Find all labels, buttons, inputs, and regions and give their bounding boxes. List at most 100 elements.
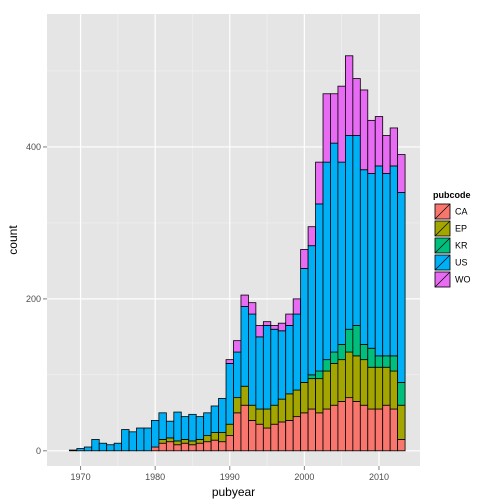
- bar-segment-us: [151, 420, 160, 448]
- bar-segment-ep: [397, 404, 406, 440]
- bar-segment-us: [188, 413, 197, 442]
- bar-segment-ca: [262, 427, 272, 452]
- bar-segment-kr: [330, 351, 339, 364]
- bar-segment-wo: [374, 116, 384, 167]
- bar-segment-us: [277, 330, 287, 400]
- bar-segment-us: [210, 405, 219, 433]
- bar-segment-ep: [240, 385, 249, 406]
- bar-segment-ep: [352, 355, 361, 402]
- bar-segment-ep: [330, 363, 339, 406]
- bar-segment-ca: [233, 412, 242, 452]
- legend-swatch-stroke: [434, 237, 451, 254]
- bar-segment-ca: [292, 416, 302, 452]
- bar-segment-kr: [307, 374, 316, 380]
- legend-swatch-stroke: [434, 254, 451, 271]
- x-tick-label: 1970: [71, 472, 91, 482]
- bar-segment-wo: [255, 325, 264, 338]
- bar-segment-wo: [277, 322, 287, 332]
- bar-segment-ep: [195, 439, 205, 444]
- bar-segment-ep: [374, 366, 384, 410]
- bar-segment-ca: [180, 442, 190, 452]
- bar-segment-ep: [180, 439, 190, 444]
- x-tick-label: 1990: [220, 472, 240, 482]
- bar-segment-wo: [300, 249, 309, 269]
- bar-segment-us: [106, 444, 115, 452]
- bar-segment-kr: [382, 355, 391, 368]
- bar-segment-us: [270, 328, 279, 406]
- legend-label-kr: KR: [455, 241, 468, 251]
- legend: pubcode CA EP KR US WO: [433, 190, 471, 289]
- bar-segment-wo: [344, 55, 354, 136]
- bar-segment-ca: [315, 412, 324, 452]
- bar-segment-ca: [352, 401, 361, 452]
- bar-segment-ca: [359, 404, 369, 452]
- bar-segment-us: [248, 313, 257, 406]
- bar-segment-us: [344, 135, 354, 330]
- bar-segment-ep: [389, 370, 399, 410]
- bar-segment-ca: [195, 442, 205, 452]
- bar-segment-us: [98, 442, 108, 452]
- bar-segment-ep: [210, 432, 219, 441]
- bar-segment-kr: [315, 370, 324, 380]
- bar-segment-kr: [337, 344, 346, 361]
- bar-segment-wo: [233, 340, 242, 353]
- bar-segment-us: [113, 442, 122, 452]
- bar-segment-wo: [262, 321, 272, 326]
- bar-segment-ca: [188, 444, 197, 452]
- bar-segment-ca: [165, 441, 175, 452]
- bar-segment-kr: [359, 344, 369, 361]
- bar-segment-ep: [292, 389, 302, 418]
- bar-segment-ep: [315, 378, 324, 414]
- bar-segment-wo: [285, 313, 294, 326]
- bar-segment-ep: [225, 423, 234, 437]
- bar-segment-ep: [367, 366, 376, 410]
- bar-segment-us: [330, 142, 339, 353]
- bar-segment-ep: [203, 435, 212, 443]
- x-tick-label: 2000: [294, 472, 314, 482]
- bar-segment-ep: [337, 359, 346, 402]
- bar-segment-ca: [218, 441, 227, 452]
- bar-segment-us: [83, 446, 93, 452]
- x-tick-label: 2010: [369, 472, 389, 482]
- bar-segment-ca: [337, 401, 346, 452]
- bar-segment-us: [195, 416, 205, 440]
- bar-segment-ca: [330, 404, 339, 452]
- legend-swatch-stroke: [434, 271, 451, 288]
- bar-segment-wo: [248, 302, 257, 315]
- bar-segment-us: [255, 336, 264, 410]
- bar-segment-wo: [397, 154, 406, 193]
- bar-segment-us: [136, 427, 145, 452]
- y-axis-title: count: [6, 225, 20, 255]
- bar-segment-kr: [367, 347, 376, 368]
- bar-segment-wo: [330, 93, 339, 144]
- bar-segment-ca: [367, 408, 376, 452]
- bar-segment-us: [359, 169, 369, 345]
- bar-segment-ca: [382, 404, 391, 452]
- bar-segment-ca: [277, 421, 287, 452]
- bar-segment-kr: [352, 325, 361, 357]
- bar-segment-us: [397, 192, 406, 383]
- x-axis-title: pubyear: [212, 485, 255, 499]
- bar-segment-ca: [307, 408, 316, 452]
- y-tick-label: 400: [26, 142, 41, 152]
- bar-segment-us: [285, 325, 294, 395]
- bar-segment-us: [292, 313, 302, 391]
- bar-segment-ep: [285, 393, 294, 421]
- legend-label-wo: WO: [455, 275, 471, 285]
- bar-segment-ep: [173, 440, 182, 446]
- legend-swatch-stroke: [434, 220, 451, 237]
- bar-segment-us: [300, 268, 309, 383]
- bar-segment-ca: [322, 408, 331, 452]
- y-tick-label: 0: [36, 446, 41, 456]
- bar-segment-ca: [397, 439, 406, 452]
- x-axis-ticks: 1970 1980 1990 2000 2010: [71, 466, 389, 482]
- bar-segment-us: [143, 427, 152, 452]
- bar-segment-us: [382, 173, 391, 357]
- bar-segment-ca: [225, 435, 234, 452]
- bar-segment-us: [337, 161, 346, 345]
- bar-segment-ep: [248, 404, 257, 421]
- bar-segment-us: [91, 439, 100, 452]
- bar-segment-ca: [344, 397, 354, 452]
- bar-segment-ca: [173, 444, 182, 452]
- legend-label-us: US: [455, 258, 468, 268]
